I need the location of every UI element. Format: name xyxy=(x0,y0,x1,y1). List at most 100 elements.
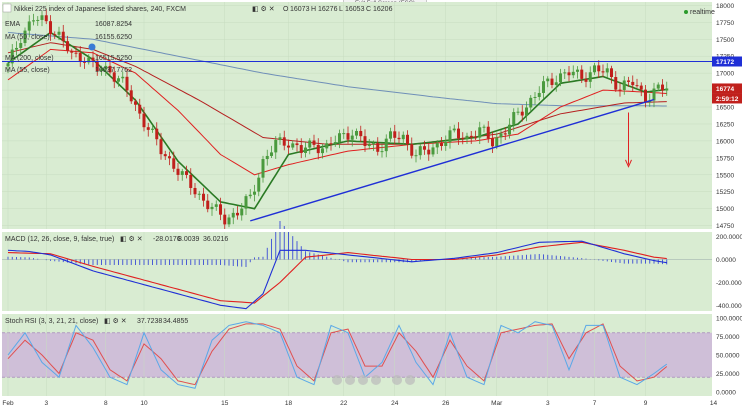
candle[interactable] xyxy=(423,140,426,155)
candle[interactable] xyxy=(542,75,545,99)
candle[interactable] xyxy=(440,137,443,151)
candle[interactable] xyxy=(576,66,579,79)
candle[interactable] xyxy=(359,125,363,143)
candle[interactable] xyxy=(189,168,193,195)
candle[interactable] xyxy=(57,26,61,41)
candle[interactable] xyxy=(448,126,452,149)
candle[interactable] xyxy=(571,65,575,79)
settings-icons[interactable]: ◧ ⚙ ✕ xyxy=(252,5,275,13)
candle[interactable] xyxy=(627,76,630,87)
candle[interactable] xyxy=(601,64,605,77)
candle[interactable] xyxy=(537,86,541,101)
candle[interactable] xyxy=(610,65,613,84)
candle[interactable] xyxy=(27,15,31,38)
candle[interactable] xyxy=(597,60,601,78)
candle[interactable] xyxy=(321,143,324,159)
candle[interactable] xyxy=(401,131,405,145)
candle[interactable] xyxy=(172,151,176,173)
candle[interactable] xyxy=(282,130,286,151)
candle[interactable] xyxy=(185,165,188,179)
candle[interactable] xyxy=(151,125,154,133)
candle[interactable] xyxy=(350,129,354,147)
candle[interactable] xyxy=(287,139,290,155)
candle[interactable] xyxy=(193,183,197,198)
candle[interactable] xyxy=(312,134,316,148)
candle[interactable] xyxy=(74,46,78,58)
pane-separator[interactable] xyxy=(0,311,712,314)
candle[interactable] xyxy=(15,41,18,56)
candle[interactable] xyxy=(333,135,337,147)
candle[interactable] xyxy=(19,38,23,54)
candle[interactable] xyxy=(635,78,639,88)
candle[interactable] xyxy=(163,150,167,161)
candle[interactable] xyxy=(325,139,329,153)
scroll-right-icon[interactable] xyxy=(405,375,415,385)
candle[interactable] xyxy=(393,124,397,145)
candle[interactable] xyxy=(478,121,482,144)
candle[interactable] xyxy=(588,66,592,89)
candle[interactable] xyxy=(418,143,422,160)
reset-icon[interactable] xyxy=(371,375,381,385)
candle[interactable] xyxy=(516,107,520,116)
candle[interactable] xyxy=(605,63,609,78)
candle[interactable] xyxy=(656,82,660,92)
candle[interactable] xyxy=(508,118,511,139)
candle[interactable] xyxy=(546,76,550,88)
candle[interactable] xyxy=(278,133,282,145)
candle[interactable] xyxy=(23,27,27,47)
candle[interactable] xyxy=(469,131,473,144)
candle[interactable] xyxy=(206,194,210,213)
candle[interactable] xyxy=(95,54,99,76)
candle[interactable] xyxy=(32,13,35,26)
candle[interactable] xyxy=(155,122,159,146)
zoom-out-icon[interactable] xyxy=(358,375,368,385)
candle[interactable] xyxy=(372,140,375,151)
candle[interactable] xyxy=(559,68,562,87)
candle[interactable] xyxy=(66,35,69,54)
collapse-icon[interactable] xyxy=(2,3,12,13)
candle[interactable] xyxy=(261,155,265,183)
candle[interactable] xyxy=(338,129,341,149)
candle[interactable] xyxy=(584,72,588,88)
candle[interactable] xyxy=(129,85,133,104)
candle[interactable] xyxy=(499,130,503,144)
candle[interactable] xyxy=(661,79,664,97)
candle[interactable] xyxy=(304,142,307,158)
candle[interactable] xyxy=(248,189,252,199)
macd-pane[interactable] xyxy=(2,232,712,311)
candle[interactable] xyxy=(10,44,14,67)
candle[interactable] xyxy=(83,57,86,69)
candle[interactable] xyxy=(452,124,456,133)
candle[interactable] xyxy=(593,62,596,75)
candle[interactable] xyxy=(134,98,137,112)
candle[interactable] xyxy=(219,197,222,221)
candle[interactable] xyxy=(117,75,120,87)
candle[interactable] xyxy=(253,184,256,202)
candle[interactable] xyxy=(520,105,524,122)
candle[interactable] xyxy=(257,172,261,197)
candle[interactable] xyxy=(227,214,231,228)
candle[interactable] xyxy=(376,137,380,156)
candle[interactable] xyxy=(355,128,358,139)
main-pane[interactable] xyxy=(2,2,712,229)
candle[interactable] xyxy=(87,54,91,65)
candle[interactable] xyxy=(36,16,40,26)
candle[interactable] xyxy=(112,66,116,89)
candle[interactable] xyxy=(435,140,439,155)
candle[interactable] xyxy=(214,200,218,211)
candle[interactable] xyxy=(486,121,490,143)
candle[interactable] xyxy=(223,208,227,231)
candle[interactable] xyxy=(121,71,125,83)
candle[interactable] xyxy=(474,130,477,141)
candle[interactable] xyxy=(78,46,82,67)
candle[interactable] xyxy=(665,81,669,96)
marker-icon[interactable] xyxy=(88,43,96,51)
candle[interactable] xyxy=(554,75,558,92)
candle[interactable] xyxy=(270,145,273,159)
candle[interactable] xyxy=(482,124,486,133)
candle[interactable] xyxy=(567,66,571,82)
candle[interactable] xyxy=(639,82,643,97)
candle[interactable] xyxy=(550,72,554,89)
candle[interactable] xyxy=(410,137,414,159)
support-trendline[interactable] xyxy=(250,98,655,222)
